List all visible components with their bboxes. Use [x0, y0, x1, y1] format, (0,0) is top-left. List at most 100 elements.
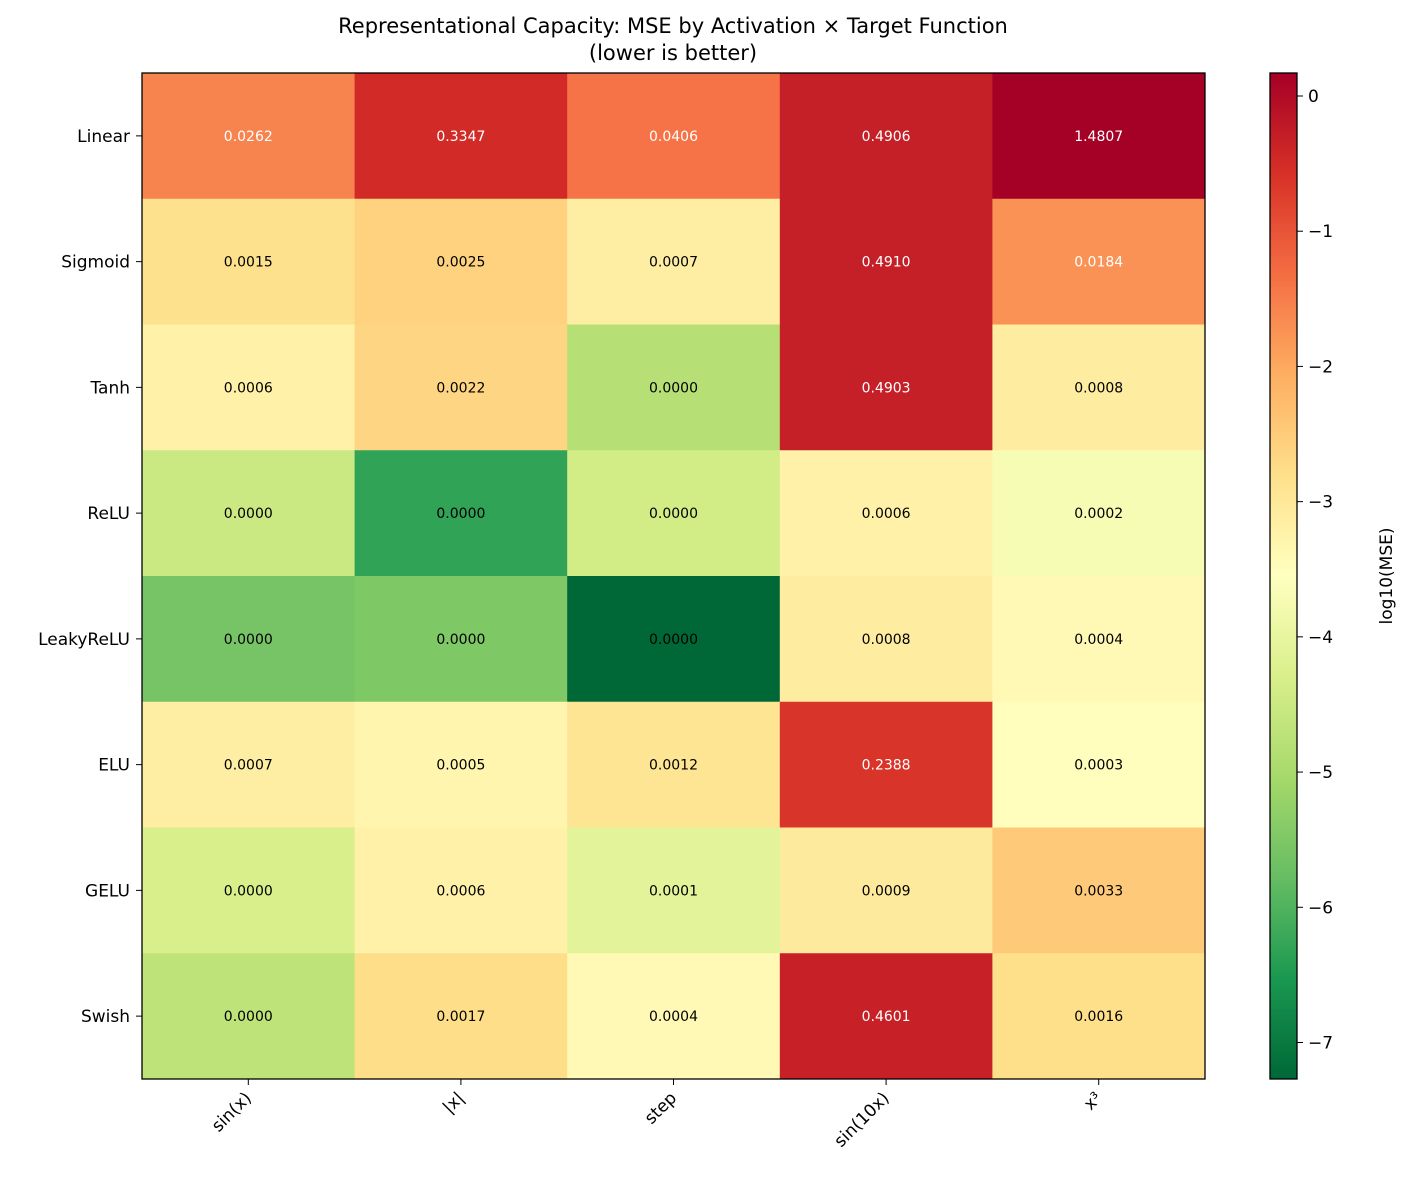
heatmap-cell [567, 576, 781, 703]
heatmap-cell [567, 701, 781, 828]
cell-value-label: 0.0008 [1074, 380, 1123, 396]
cell-value-label: 0.4903 [862, 380, 911, 396]
cell-value-label: 0.0007 [649, 255, 698, 271]
cell-value-label: 0.0000 [224, 1009, 273, 1025]
heatmap-cell [779, 953, 993, 1080]
cell-value-label: 0.0006 [224, 380, 273, 396]
colorbar-tick-label: −6 [1308, 898, 1333, 918]
heatmap-cell [354, 324, 568, 451]
colorbar-label: log10(MSE) [1377, 527, 1397, 624]
heatmap-cell [567, 450, 781, 577]
heatmap-cell [567, 953, 781, 1080]
cell-value-label: 1.4807 [1074, 129, 1123, 145]
cell-value-label: 0.0184 [1074, 255, 1123, 271]
cell-value-label: 0.4910 [862, 255, 911, 271]
heatmap-cell [992, 701, 1206, 828]
y-tick-label: Tanh [89, 378, 130, 398]
heatmap-cell [779, 576, 993, 703]
heatmap-cell [567, 198, 781, 325]
x-tick-label: sin(10x) [830, 1088, 893, 1151]
cell-value-label: 0.0000 [224, 632, 273, 648]
heatmap-cell [992, 324, 1206, 451]
x-tick-label: step [641, 1088, 681, 1128]
heatmap-cell [567, 73, 781, 200]
heatmap-cell [354, 576, 568, 703]
cell-value-label: 0.0000 [224, 883, 273, 899]
heatmap-cell [779, 73, 993, 200]
heatmap-cell [992, 576, 1206, 703]
cell-value-label: 0.0000 [649, 506, 698, 522]
heatmap-cell [992, 827, 1206, 954]
heatmap-cell [779, 198, 993, 325]
heatmap-cell [567, 827, 781, 954]
cell-value-label: 0.4906 [862, 129, 911, 145]
cell-value-label: 0.0000 [224, 506, 273, 522]
cell-value-label: 0.3347 [436, 129, 485, 145]
y-tick-label: Sigmoid [61, 253, 130, 273]
heatmap-cell [354, 701, 568, 828]
heatmap-cell [142, 576, 356, 703]
cell-value-label: 0.0005 [436, 758, 485, 774]
cell-value-label: 0.0015 [224, 255, 273, 271]
heatmap-cell [779, 324, 993, 451]
heatmap-cell [567, 324, 781, 451]
heatmap-cell [992, 73, 1206, 200]
y-tick-label: LeakyReLU [38, 630, 130, 650]
colorbar-tick-label: −4 [1308, 628, 1333, 648]
heatmap-cell [779, 701, 993, 828]
heatmap-cell [142, 324, 356, 451]
heatmap-cell [354, 953, 568, 1080]
heatmap-cell [142, 827, 356, 954]
colorbar-tick-label: −1 [1308, 222, 1333, 242]
heatmap-cell [142, 953, 356, 1080]
cell-value-label: 0.0007 [224, 758, 273, 774]
cell-value-label: 0.0016 [1074, 1009, 1123, 1025]
heatmap-cell [142, 73, 356, 200]
heatmap-cell [142, 450, 356, 577]
heatmap-cell [992, 198, 1206, 325]
x-tick-label: |x| [439, 1088, 468, 1117]
cell-value-label: 0.0008 [862, 632, 911, 648]
heatmap-cell [142, 701, 356, 828]
y-tick-label: Swish [81, 1007, 130, 1027]
cell-value-label: 0.0017 [436, 1009, 485, 1025]
cell-value-label: 0.0406 [649, 129, 698, 145]
cell-value-label: 0.0000 [436, 506, 485, 522]
colorbar-tick-label: −2 [1308, 357, 1333, 377]
x-tick-label: sin(x) [208, 1088, 256, 1136]
cell-value-label: 0.0001 [649, 883, 698, 899]
cell-value-label: 0.0022 [436, 380, 485, 396]
cell-value-label: 0.0000 [649, 632, 698, 648]
y-tick-label: Linear [77, 127, 130, 147]
chart-title: Representational Capacity: MSE by Activa… [338, 14, 1008, 38]
heatmap-cell [354, 827, 568, 954]
cell-value-label: 0.4601 [862, 1009, 911, 1025]
colorbar-tick-label: 0 [1308, 87, 1319, 107]
heatmap-cell [354, 450, 568, 577]
heatmap-cell [142, 198, 356, 325]
cell-value-label: 0.0003 [1074, 758, 1123, 774]
cell-value-label: 0.0033 [1074, 883, 1123, 899]
heatmap-cell [354, 73, 568, 200]
cell-value-label: 0.0000 [436, 632, 485, 648]
y-tick-label: ELU [98, 756, 130, 776]
cell-value-label: 0.0006 [862, 506, 911, 522]
y-tick-label: ReLU [87, 504, 130, 524]
x-tick-label: x³ [1080, 1088, 1106, 1114]
colorbar [1269, 72, 1298, 1080]
heatmap-cell [992, 450, 1206, 577]
heatmap-cell [779, 827, 993, 954]
y-tick-label: GELU [85, 881, 130, 901]
heatmap-cell [354, 198, 568, 325]
colorbar-tick-label: −5 [1308, 763, 1333, 783]
heatmap-cell [779, 450, 993, 577]
chart-subtitle: (lower is better) [589, 41, 757, 65]
cell-value-label: 0.2388 [862, 758, 911, 774]
cell-value-label: 0.0009 [862, 883, 911, 899]
cell-value-label: 0.0000 [649, 380, 698, 396]
cell-value-label: 0.0004 [1074, 632, 1123, 648]
cell-value-label: 0.0012 [649, 758, 698, 774]
colorbar-tick-label: −3 [1308, 493, 1333, 513]
cell-value-label: 0.0004 [649, 1009, 698, 1025]
